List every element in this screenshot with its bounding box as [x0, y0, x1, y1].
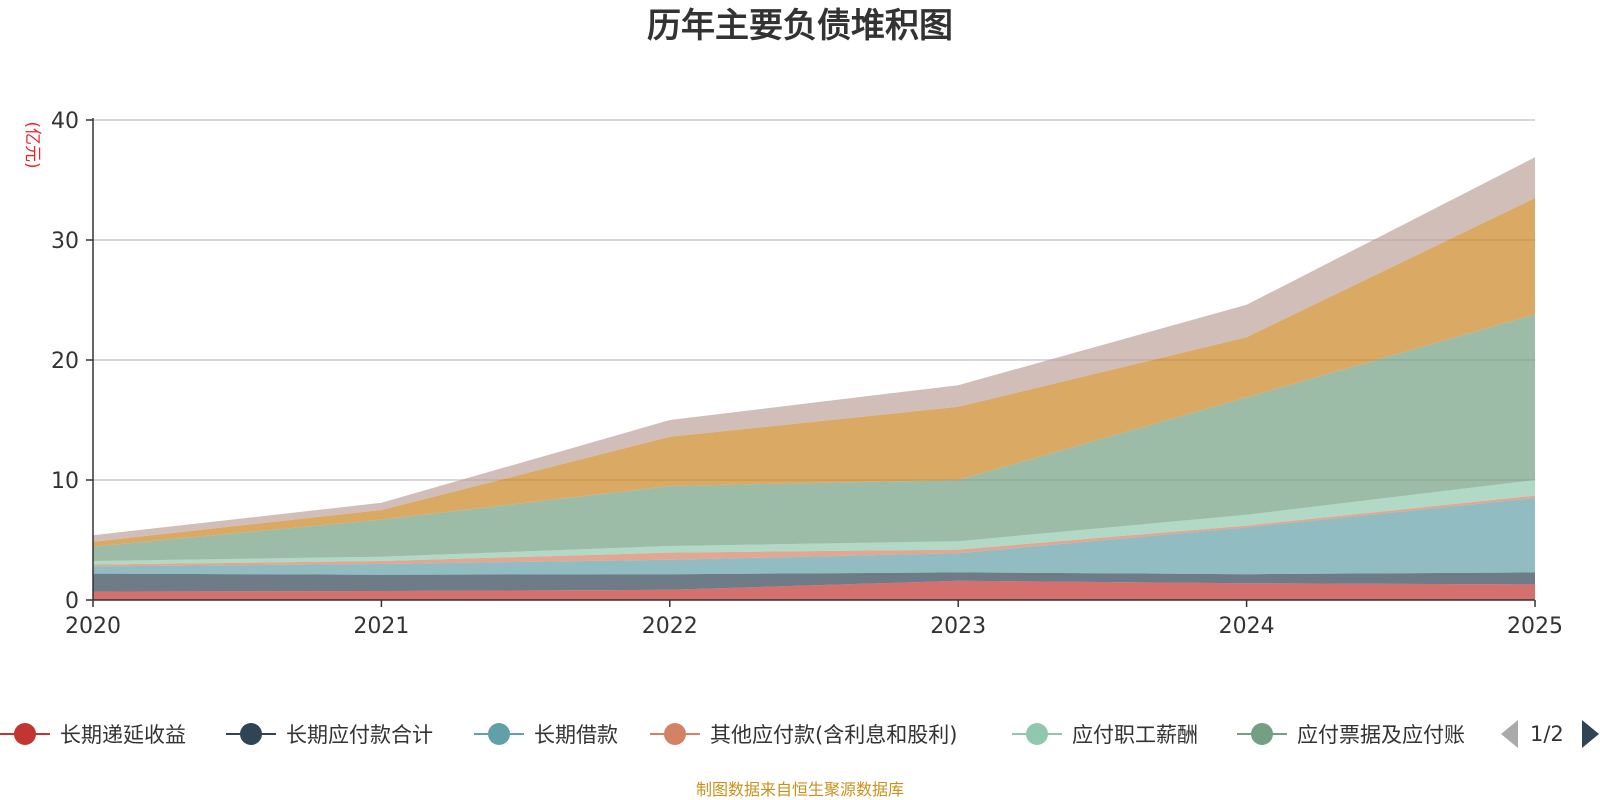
y-tick-label: 0: [65, 589, 79, 614]
y-tick-label: 40: [51, 109, 79, 134]
x-tick-label: 2023: [930, 614, 986, 639]
legend-page-indicator: 1/2: [1530, 722, 1564, 746]
area-series-3: [93, 498, 1535, 575]
y-tick-label: 30: [51, 229, 79, 254]
x-tick-label: 2022: [642, 614, 698, 639]
legend: 长期递延收益 长期应付款合计 长期借款 其他应付款(含利息和股利) 应付职工薪酬 应付票据…: [0, 720, 1599, 748]
x-tick-label: 2020: [65, 614, 121, 639]
legend-item[interactable]: 长期应付款合计: [226, 723, 433, 747]
legend-item[interactable]: 应付职工薪酬: [1012, 723, 1198, 747]
area-series-2: [93, 572, 1535, 592]
legend-label: 其他应付款(含利息和股利): [710, 723, 957, 747]
legend-label: 长期递延收益: [60, 723, 186, 747]
area-series-4: [93, 495, 1535, 567]
legend-marker: [240, 723, 262, 745]
stacked-areas: [93, 157, 1535, 600]
legend-item[interactable]: 长期借款: [474, 723, 618, 747]
triangle-right-icon[interactable]: [1582, 720, 1599, 748]
triangle-left-icon[interactable]: [1501, 720, 1518, 748]
legend-marker: [1251, 723, 1273, 745]
x-tick-label: 2024: [1219, 614, 1275, 639]
y-axis-label: (亿元): [22, 121, 42, 168]
chart-title: 历年主要负债堆积图: [647, 6, 953, 46]
legend-label: 应付票据及应付账: [1297, 723, 1465, 747]
axes: 0 10 20 30 40 2020 2021 2022 2023 2024 2025: [51, 109, 1563, 639]
area-series-5: [93, 480, 1535, 565]
y-tick-label: 20: [51, 349, 79, 374]
legend-marker: [664, 723, 686, 745]
area-series-6: [93, 314, 1535, 561]
y-tick-label: 10: [51, 469, 79, 494]
x-tick-label: 2021: [353, 614, 409, 639]
legend-marker: [1026, 723, 1048, 745]
data-source-note: 制图数据来自恒生聚源数据库: [696, 780, 904, 799]
area-series-1: [93, 580, 1535, 600]
legend-item[interactable]: 应付票据及应付账: [1237, 723, 1465, 747]
x-tick-label: 2025: [1507, 614, 1563, 639]
legend-label: 长期应付款合计: [286, 723, 433, 747]
legend-label: 应付职工薪酬: [1072, 723, 1198, 747]
legend-item[interactable]: 其他应付款(含利息和股利): [650, 723, 957, 747]
legend-marker: [14, 723, 36, 745]
legend-marker: [488, 723, 510, 745]
legend-label: 长期借款: [534, 723, 618, 747]
legend-item[interactable]: 长期递延收益: [0, 723, 186, 747]
area-series-7: [93, 198, 1535, 547]
